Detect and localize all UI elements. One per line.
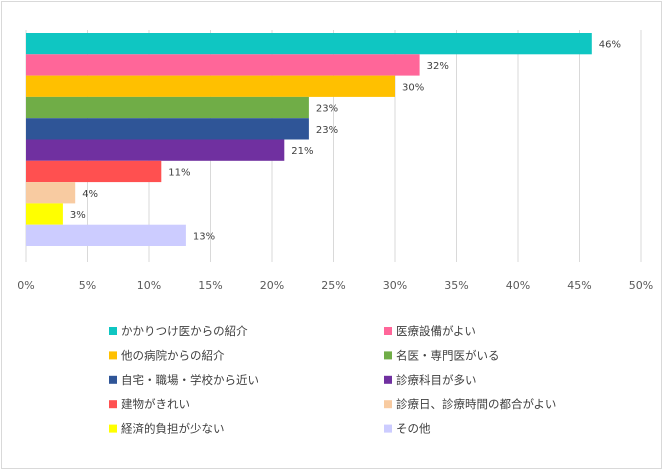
legend-label: 医療設備がよい: [396, 324, 476, 338]
bar-data-label: 11%: [168, 167, 190, 178]
bar-data-label: 23%: [316, 125, 338, 136]
x-tick-label: 25%: [321, 279, 345, 292]
legend-swatch: [109, 424, 117, 433]
bar: [26, 139, 285, 161]
legend-label: 自宅・職場・学校から近い: [121, 373, 259, 387]
bar-data-label: 30%: [402, 82, 424, 93]
legend-label: 建物がきれい: [121, 397, 190, 411]
legend-swatch: [109, 327, 117, 335]
legend-swatch: [384, 400, 392, 409]
bar: [26, 96, 309, 119]
bar-data-label: 21%: [291, 146, 313, 157]
x-tick-label: 5%: [79, 279, 96, 292]
bar: [26, 182, 76, 204]
x-tick-label: 20%: [260, 279, 284, 292]
bar: [26, 160, 162, 183]
legend-swatch: [109, 351, 117, 360]
legend-swatch: [109, 400, 117, 409]
legend-swatch: [384, 351, 392, 360]
bar: [26, 54, 420, 76]
x-tick-label: 15%: [198, 279, 222, 292]
legend-swatch: [384, 375, 392, 384]
x-tick-label: 10%: [137, 279, 161, 292]
legend-swatch: [109, 375, 117, 384]
x-tick-label: 40%: [506, 279, 530, 292]
legend-label: 他の病院からの紹介: [121, 348, 225, 362]
bar-data-label: 32%: [427, 61, 449, 72]
bar: [26, 118, 309, 140]
bar-data-label: 46%: [599, 40, 621, 51]
legend-label: その他: [396, 422, 431, 436]
bar-data-label: 4%: [82, 189, 98, 200]
legend-label: かかりつけ医からの紹介: [121, 324, 248, 338]
x-tick-label: 0%: [17, 279, 34, 292]
legend-label: 診療日、診療時間の都合がよい: [396, 397, 556, 411]
x-tick-label: 45%: [567, 279, 591, 292]
bar-data-label: 13%: [193, 231, 215, 242]
legend-swatch: [384, 424, 392, 433]
legend-label: 名医・専門医がいる: [396, 348, 500, 362]
bar-data-label: 3%: [70, 210, 86, 221]
bar-data-label: 23%: [316, 104, 338, 115]
bar: [26, 224, 186, 246]
x-tick-label: 30%: [383, 279, 407, 292]
bar: [26, 203, 63, 225]
legend-label: 診療科目が多い: [396, 373, 477, 387]
legend-label: 経済的負担が少ない: [121, 422, 225, 436]
bar: [26, 33, 592, 55]
x-tick-label: 35%: [444, 279, 468, 292]
legend-swatch: [384, 327, 392, 335]
x-tick-label: 50%: [629, 279, 653, 292]
bar: [26, 75, 395, 97]
